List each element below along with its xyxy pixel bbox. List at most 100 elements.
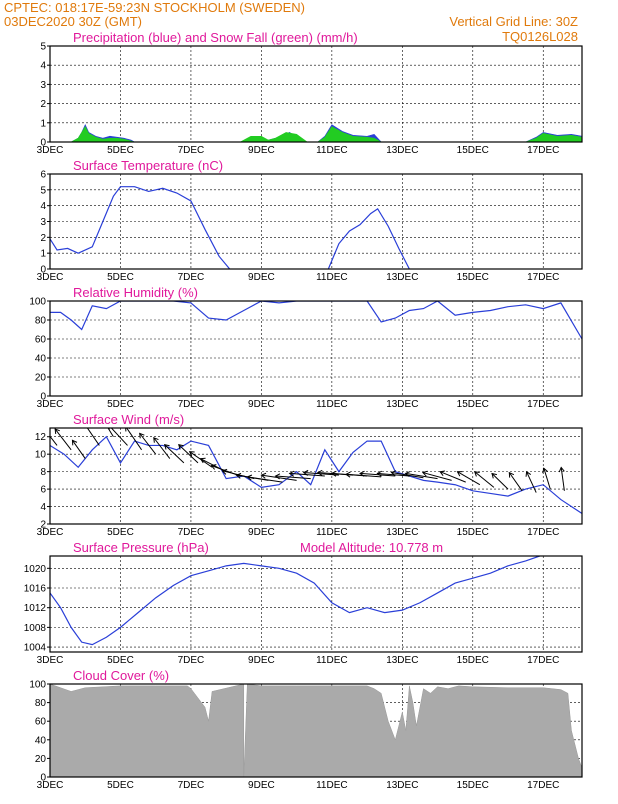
wind-arrow (456, 471, 481, 486)
wind-arrow-head (558, 466, 565, 473)
wind-arrow-shaft (139, 433, 157, 455)
y-tick-label: 60 (35, 717, 47, 728)
wind-arrow-head (210, 464, 217, 470)
panel-frame (49, 300, 583, 397)
x-tick-label: 15DEC (457, 780, 489, 791)
wind-arrow-head (456, 471, 463, 477)
panel-wind: Surface Wind (m/s) 2 4 6 8 10 12 3DEC 5DEC 7DEC 9D… (35, 412, 583, 538)
wind-arrow-shaft (526, 471, 537, 493)
y-tick-label: 1012 (24, 603, 47, 614)
series-wind-speed-seg0 (50, 435, 582, 515)
y-tick-label: 4 (40, 61, 46, 72)
x-tick-label: 11DEC (316, 655, 348, 666)
plot-area-temp (50, 186, 410, 269)
wind-arrow-shaft (508, 472, 523, 492)
wind-arrow-shaft (457, 471, 481, 486)
wind-arrow-shaft (178, 444, 199, 464)
wind-arrow (178, 444, 199, 464)
panel-title: Cloud Cover (%) (73, 668, 169, 683)
y-tick-label: 6 (40, 485, 46, 496)
wind-arrow-head (188, 451, 195, 457)
wind-arrow (359, 470, 396, 477)
panel-precip: Precipitation (blue) and Snow Fall (gree… (37, 30, 583, 156)
x-tick-label: 17DEC (527, 527, 559, 538)
y-tick-label: 1016 (24, 584, 47, 595)
x-tick-label: 9DEC (248, 527, 275, 538)
wind-arrow-shaft (405, 472, 438, 480)
y-tick-label: 10 (35, 450, 47, 461)
wind-arrow-shaft (422, 472, 452, 481)
wind-arrow (542, 467, 551, 490)
wind-arrow-head (125, 428, 131, 432)
wind-arrow (246, 474, 283, 483)
y-tick-label: 1 (40, 249, 46, 260)
panel-frame (49, 683, 583, 778)
panel-title: Surface Wind (m/s) (73, 412, 184, 427)
wind-arrow-shaft (153, 437, 171, 459)
y-tick-label: 80 (35, 316, 47, 327)
x-tick-label: 5DEC (107, 399, 134, 410)
wind-arrow (525, 470, 537, 493)
wind-arrow-shaft (543, 468, 551, 490)
wind-arrow-head (473, 471, 480, 477)
panel-frame (49, 45, 583, 143)
x-tick-label: 15DEC (457, 145, 489, 156)
y-tick-label: 4 (40, 201, 46, 212)
wind-arrow-shaft (474, 471, 495, 488)
x-tick-label: 17DEC (527, 272, 559, 283)
wind-arrow-shaft (360, 472, 396, 477)
wind-arrow (439, 470, 466, 483)
y-tick-label: 1008 (24, 623, 47, 634)
wind-arrow-head (178, 444, 184, 450)
wind-arrow-shaft (50, 435, 58, 446)
y-tick-label: 0 (40, 265, 46, 276)
wind-arrow-head (71, 439, 78, 446)
x-tick-label: 17DEC (527, 399, 559, 410)
wind-arrow-head (246, 474, 253, 481)
series-temperature-seg0 (50, 186, 231, 269)
wind-arrow (125, 428, 143, 451)
panel-subtitle: Model Altitude: 10.778 m (300, 540, 443, 555)
y-tick-label: 60 (35, 335, 47, 346)
wind-arrow-head (260, 472, 267, 479)
wind-arrow-shaft (560, 467, 565, 491)
x-tick-label: 15DEC (457, 272, 489, 283)
wind-arrow-head (330, 470, 337, 477)
wind-arrow (404, 471, 438, 480)
x-tick-label: 7DEC (178, 272, 205, 283)
x-tick-label: 5DEC (107, 145, 134, 156)
wind-arrow-head (274, 473, 281, 480)
plot-area-precip (70, 124, 582, 142)
y-tick-label: 2 (40, 99, 46, 110)
panel-rh: Relative Humidity (%) 0 20 40 60 80 100 3DEC 5DE… (29, 285, 583, 410)
wind-arrow-head (153, 436, 159, 443)
wind-arrow-head (235, 472, 242, 479)
y-tick-label: 0 (40, 138, 46, 149)
x-tick-label: 11DEC (316, 145, 348, 156)
y-tick-label: 80 (35, 698, 47, 709)
wind-arrow (107, 428, 114, 437)
y-tick-label: 2 (40, 520, 46, 531)
x-tick-label: 11DEC (316, 527, 348, 538)
x-tick-label: 15DEC (457, 399, 489, 410)
x-tick-label: 3DEC (37, 145, 64, 156)
wind-arrow-shaft (261, 474, 297, 481)
panel-frame (49, 427, 583, 525)
y-tick-label: 100 (29, 680, 46, 691)
y-tick-label: 0 (40, 392, 46, 403)
x-tick-label: 9DEC (248, 399, 275, 410)
series-pressure-seg0 (50, 556, 540, 646)
wind-arrow-head (54, 428, 60, 435)
panel-cloud: Cloud Cover (%) 0 20 40 60 80 100 3DEC 5DEC 7DEC 9… (29, 668, 583, 791)
x-tick-label: 15DEC (457, 655, 489, 666)
wind-arrow-shaft (164, 444, 185, 464)
wind-arrow-head (508, 471, 515, 478)
wind-arrow-shaft (439, 471, 466, 483)
panel-title: Surface Temperature (nC) (73, 158, 223, 173)
x-tick-label: 7DEC (178, 780, 205, 791)
wind-arrow-shaft (247, 476, 283, 483)
x-tick-label: 5DEC (107, 527, 134, 538)
y-tick-label: 20 (35, 754, 47, 765)
wind-arrow-shaft (107, 428, 114, 437)
